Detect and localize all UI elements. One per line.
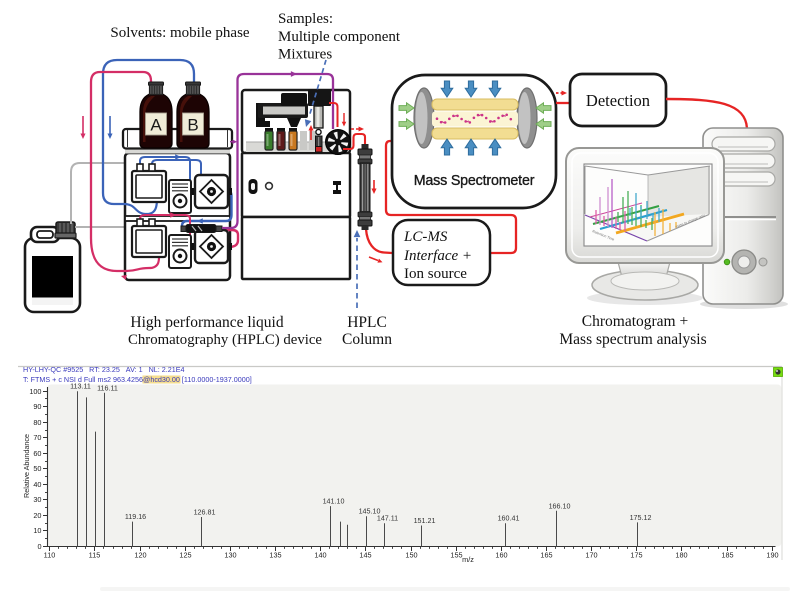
- svg-text:Chromatogram +: Chromatogram +: [582, 313, 688, 330]
- svg-text:150: 150: [405, 551, 417, 560]
- svg-text:Mass spectrum analysis: Mass spectrum analysis: [559, 331, 706, 348]
- svg-text:B: B: [187, 116, 198, 135]
- svg-text:119.16: 119.16: [125, 513, 146, 521]
- svg-text:Mass Spectrometer: Mass Spectrometer: [414, 173, 535, 189]
- svg-text:113.11: 113.11: [70, 383, 91, 391]
- svg-text:High performance liquid: High performance liquid: [130, 314, 283, 331]
- svg-text:70: 70: [33, 433, 41, 442]
- svg-text:HY-LHY-QC #9525 RT: 23.25: HY-LHY-QC #9525 RT: 23.25 AV: 1 NL: 2.21…: [23, 365, 185, 374]
- svg-text:135: 135: [269, 551, 281, 560]
- svg-text:115: 115: [89, 551, 101, 560]
- svg-text:30: 30: [33, 495, 41, 504]
- svg-text:HPLC: HPLC: [347, 314, 387, 331]
- svg-text:147.11: 147.11: [377, 515, 398, 523]
- svg-text:160: 160: [495, 551, 507, 560]
- svg-text:LC-MS: LC-MS: [403, 229, 448, 245]
- svg-text:10: 10: [33, 526, 41, 535]
- svg-text:126.81: 126.81: [194, 508, 216, 516]
- svg-text:180: 180: [675, 551, 687, 560]
- svg-text:Solvents: mobile phase: Solvents: mobile phase: [110, 25, 249, 41]
- svg-text:0: 0: [37, 542, 41, 551]
- svg-text:155: 155: [450, 551, 462, 560]
- svg-text:175.12: 175.12: [630, 514, 652, 522]
- svg-text:141.10: 141.10: [323, 498, 345, 506]
- svg-text:m/z: m/z: [462, 555, 474, 564]
- svg-text:100: 100: [29, 387, 41, 396]
- svg-text:A: A: [150, 116, 162, 135]
- svg-text:60: 60: [33, 449, 41, 458]
- svg-text:Chromatography (HPLC) device: Chromatography (HPLC) device: [128, 332, 322, 348]
- svg-text:175: 175: [630, 551, 642, 560]
- svg-text:80: 80: [33, 418, 41, 427]
- svg-text:145: 145: [359, 551, 371, 560]
- svg-text:145.10: 145.10: [359, 508, 381, 516]
- svg-text:T: FTMS + c NSI d Full ms2 963: T: FTMS + c NSI d Full ms2 963.4256@hcd3…: [23, 375, 252, 384]
- svg-text:140: 140: [314, 551, 326, 560]
- svg-text:130: 130: [224, 551, 236, 560]
- svg-text:110: 110: [44, 551, 56, 560]
- svg-text:116.11: 116.11: [97, 384, 118, 392]
- svg-text:185: 185: [721, 551, 733, 560]
- svg-text:50: 50: [33, 464, 41, 473]
- svg-text:Multiple component: Multiple component: [278, 29, 401, 45]
- svg-text:166.10: 166.10: [549, 502, 571, 510]
- svg-text:Column: Column: [342, 331, 392, 348]
- svg-text:125: 125: [179, 551, 191, 560]
- svg-text:190: 190: [766, 551, 778, 560]
- svg-text:120: 120: [134, 551, 146, 560]
- svg-text:Ion source: Ion source: [404, 266, 467, 282]
- svg-text:Relative Abundance: Relative Abundance: [22, 434, 31, 498]
- svg-text:40: 40: [33, 480, 41, 489]
- svg-text:Detection: Detection: [586, 91, 650, 110]
- svg-text:160.41: 160.41: [498, 515, 520, 523]
- svg-text:Interface +: Interface +: [403, 248, 472, 264]
- svg-text:165: 165: [540, 551, 552, 560]
- svg-text:90: 90: [33, 402, 41, 411]
- svg-text:151.21: 151.21: [414, 517, 436, 525]
- svg-text:Mixtures: Mixtures: [278, 47, 332, 63]
- svg-text:170: 170: [585, 551, 597, 560]
- svg-text:Samples:: Samples:: [278, 11, 333, 27]
- svg-text:20: 20: [33, 511, 41, 520]
